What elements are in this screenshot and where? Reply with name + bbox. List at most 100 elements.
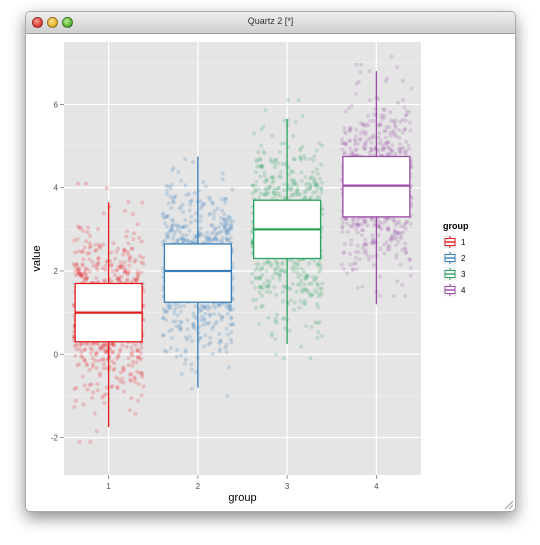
- data-point: [208, 335, 213, 340]
- data-point: [298, 148, 303, 153]
- data-point: [187, 228, 192, 233]
- data-point: [282, 141, 287, 146]
- data-point: [117, 275, 122, 279]
- data-point: [171, 319, 176, 324]
- data-point: [299, 344, 303, 349]
- data-point: [319, 190, 324, 195]
- data-point: [174, 324, 179, 329]
- data-point: [283, 196, 288, 201]
- data-point: [262, 192, 267, 197]
- data-point: [390, 149, 395, 154]
- data-point: [185, 337, 189, 342]
- data-point: [351, 151, 356, 156]
- data-point: [224, 349, 229, 354]
- data-point: [298, 155, 303, 160]
- data-point: [397, 148, 402, 152]
- data-point: [298, 279, 303, 283]
- data-point: [273, 258, 278, 263]
- data-point: [391, 130, 396, 135]
- data-point: [295, 187, 300, 191]
- data-point: [270, 331, 275, 336]
- data-point: [166, 233, 171, 238]
- data-point: [188, 240, 193, 245]
- data-point: [288, 177, 293, 182]
- data-point: [393, 125, 398, 130]
- close-button[interactable]: [32, 17, 43, 28]
- data-point: [226, 332, 231, 337]
- zoom-button[interactable]: [62, 17, 73, 28]
- data-point: [224, 222, 229, 227]
- data-point: [385, 152, 390, 156]
- data-point: [351, 220, 356, 225]
- data-point: [385, 247, 390, 251]
- data-point: [263, 187, 268, 192]
- title-bar[interactable]: Quartz 2 [*]: [26, 12, 515, 34]
- data-point: [205, 303, 210, 308]
- data-point: [380, 112, 384, 117]
- data-point: [217, 341, 222, 346]
- data-point: [378, 123, 383, 128]
- data-point: [308, 185, 313, 189]
- data-point: [104, 341, 109, 346]
- data-point: [205, 236, 210, 241]
- x-tick-label: 2: [196, 482, 201, 491]
- data-point: [292, 260, 297, 265]
- data-point: [175, 237, 180, 242]
- data-point: [220, 177, 225, 182]
- data-point: [267, 279, 272, 284]
- data-point: [217, 347, 222, 352]
- data-point: [377, 141, 382, 146]
- data-point: [360, 222, 365, 227]
- data-point: [291, 133, 296, 138]
- data-point: [397, 128, 402, 133]
- data-point: [222, 227, 227, 232]
- data-point: [356, 80, 361, 85]
- data-point: [173, 194, 178, 199]
- data-point: [135, 369, 139, 374]
- data-point: [351, 267, 356, 272]
- data-point: [104, 343, 109, 348]
- data-point: [111, 241, 116, 246]
- data-point: [210, 200, 215, 205]
- data-point: [382, 146, 387, 151]
- data-point: [388, 237, 393, 242]
- data-point: [253, 268, 258, 273]
- data-point: [384, 240, 389, 245]
- resize-grip-icon[interactable]: [503, 499, 513, 509]
- data-point: [189, 362, 194, 367]
- data-point: [101, 342, 106, 347]
- data-point: [213, 226, 218, 231]
- data-point: [259, 163, 264, 168]
- data-point: [380, 147, 385, 152]
- data-point: [274, 352, 279, 357]
- data-point: [101, 242, 106, 247]
- data-point: [291, 169, 295, 174]
- data-point: [395, 231, 399, 235]
- data-point: [314, 189, 318, 194]
- data-point: [265, 260, 270, 265]
- data-point: [400, 117, 405, 122]
- data-point: [213, 235, 218, 240]
- data-point: [268, 290, 273, 295]
- data-point: [203, 184, 208, 189]
- data-point: [211, 303, 216, 308]
- data-point: [90, 259, 95, 264]
- data-point: [88, 439, 93, 444]
- data-point: [199, 226, 203, 231]
- data-point: [295, 189, 300, 194]
- data-point: [392, 231, 397, 235]
- data-point: [315, 321, 320, 325]
- minimize-button[interactable]: [47, 17, 58, 28]
- data-point: [128, 255, 133, 260]
- data-point: [207, 312, 212, 317]
- data-point: [259, 144, 264, 148]
- data-point: [282, 268, 287, 273]
- data-point: [94, 247, 99, 252]
- data-point: [291, 178, 296, 183]
- data-point: [122, 249, 127, 254]
- data-point: [222, 217, 227, 222]
- data-point: [198, 206, 203, 211]
- data-point: [126, 271, 130, 276]
- data-point: [200, 314, 205, 319]
- data-point: [303, 156, 308, 161]
